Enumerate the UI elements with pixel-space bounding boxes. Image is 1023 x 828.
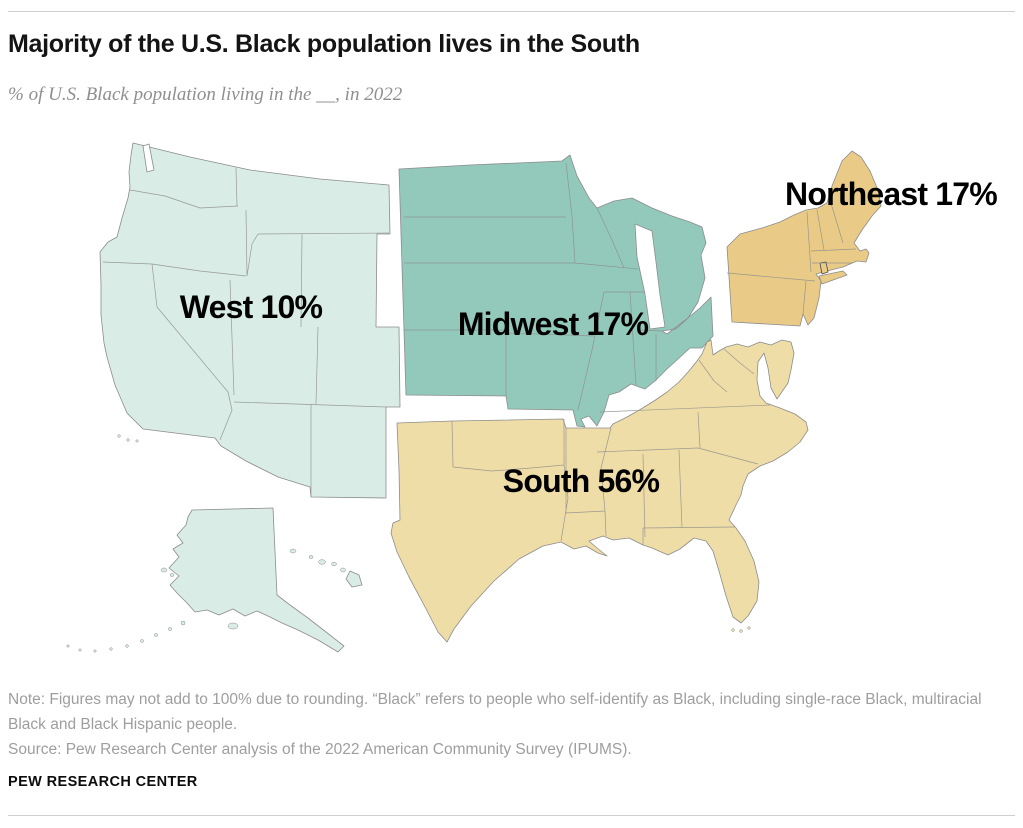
- region-northeast: [726, 150, 882, 327]
- region-label-midwest: Midwest 17%: [458, 306, 649, 342]
- region-label-northeast: Northeast 17%: [785, 176, 997, 212]
- chart-title: Majority of the U.S. Black population li…: [8, 30, 640, 58]
- west-mainland: [99, 142, 401, 499]
- florida-key: [731, 628, 735, 632]
- aleutian-island: [154, 633, 158, 637]
- region-south: [390, 339, 809, 643]
- region-label-south: South 56%: [503, 463, 660, 499]
- hawaii-island: [340, 567, 346, 573]
- channel-island: [117, 434, 121, 438]
- south-mainland: [390, 339, 809, 643]
- puget-sound: [142, 143, 155, 173]
- midwest-state-borders: [404, 162, 663, 411]
- footer-notes: Note: Figures may not add to 100% due to…: [8, 687, 1010, 762]
- aleutian-island: [168, 627, 172, 631]
- alaska: [168, 507, 345, 653]
- aleutian-island: [180, 620, 186, 626]
- note-text: Note: Figures may not add to 100% due to…: [8, 691, 982, 733]
- region-label-west: West 10%: [180, 289, 323, 325]
- region-midwest: [398, 154, 714, 428]
- aleutian-island: [93, 649, 97, 653]
- channel-island: [126, 438, 130, 442]
- hawaii-island: [318, 559, 326, 565]
- hawaii-island: [331, 561, 337, 567]
- source-text: Source: Pew Research Center analysis of …: [8, 741, 632, 758]
- aleutian-island: [109, 647, 113, 651]
- hawaii-big-island: [345, 570, 363, 588]
- aleutian-island: [66, 644, 70, 648]
- alaska-island: [160, 567, 168, 573]
- top-divider: [8, 11, 1015, 12]
- west-state-borders: [102, 167, 390, 497]
- map-root: West 10% Midwest 17% Northeast 17% South…: [66, 142, 998, 653]
- alaska-island: [169, 573, 175, 577]
- channel-island: [135, 439, 139, 443]
- rhode-island: [819, 261, 829, 275]
- south-state-borders: [451, 348, 771, 545]
- lake-michigan: [634, 223, 666, 330]
- aleutian-island: [78, 648, 82, 652]
- midwest-mainland: [398, 154, 714, 428]
- aleutian-island: [125, 644, 129, 648]
- northeast-state-borders: [726, 199, 857, 315]
- kodiak-island: [227, 622, 239, 630]
- bottom-divider: [8, 815, 1015, 816]
- chart-subtitle: % of U.S. Black population living in the…: [8, 84, 403, 105]
- aleutian-island: [140, 639, 144, 643]
- long-island: [818, 270, 848, 285]
- region-west: [66, 142, 401, 653]
- hawaii-island: [308, 555, 314, 559]
- florida-key: [739, 629, 743, 633]
- pew-research-center-brand: PEW RESEARCH CENTER: [8, 774, 198, 790]
- northeast-mainland: [726, 150, 882, 327]
- hawaii-island: [289, 548, 297, 554]
- florida-key: [747, 626, 751, 630]
